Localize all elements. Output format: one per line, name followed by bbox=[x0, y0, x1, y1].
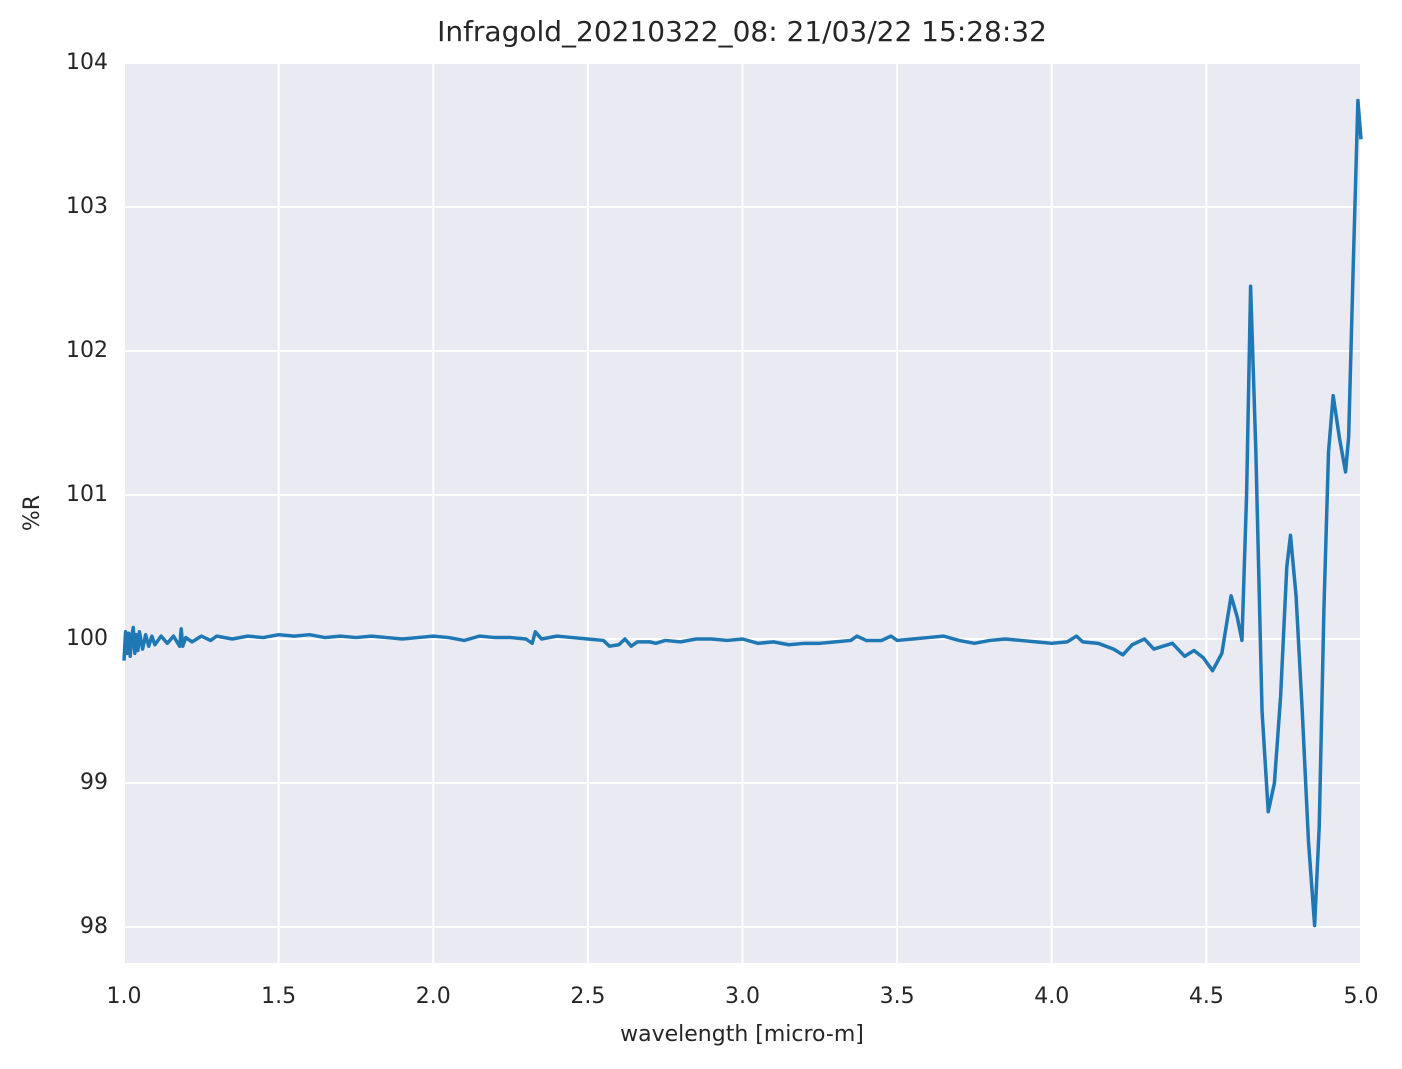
x-tick-label: 1.0 bbox=[107, 984, 142, 1009]
y-tick-label: 103 bbox=[66, 194, 108, 219]
x-tick-label: 4.5 bbox=[1189, 984, 1224, 1009]
y-axis-label: %R bbox=[20, 495, 45, 531]
x-tick-label: 2.5 bbox=[570, 984, 605, 1009]
y-tick-label: 98 bbox=[80, 914, 108, 939]
data-line bbox=[122, 98, 1363, 928]
x-tick-label: 2.0 bbox=[416, 984, 451, 1009]
x-tick-label: 3.5 bbox=[880, 984, 915, 1009]
y-tick-label: 104 bbox=[66, 50, 108, 75]
y-tick-label: 99 bbox=[80, 770, 108, 795]
y-tick-label: 102 bbox=[66, 338, 108, 363]
x-axis-label: wavelength [micro-m] bbox=[620, 1022, 864, 1047]
x-tick-label: 1.5 bbox=[261, 984, 296, 1009]
x-tick-label: 5.0 bbox=[1344, 984, 1379, 1009]
chart-title: Infragold_20210322_08: 21/03/22 15:28:32 bbox=[437, 15, 1047, 48]
y-tick-label: 101 bbox=[66, 482, 108, 507]
x-tick-label: 4.0 bbox=[1034, 984, 1069, 1009]
x-tick-label: 3.0 bbox=[725, 984, 760, 1009]
y-tick-label: 100 bbox=[66, 626, 108, 651]
